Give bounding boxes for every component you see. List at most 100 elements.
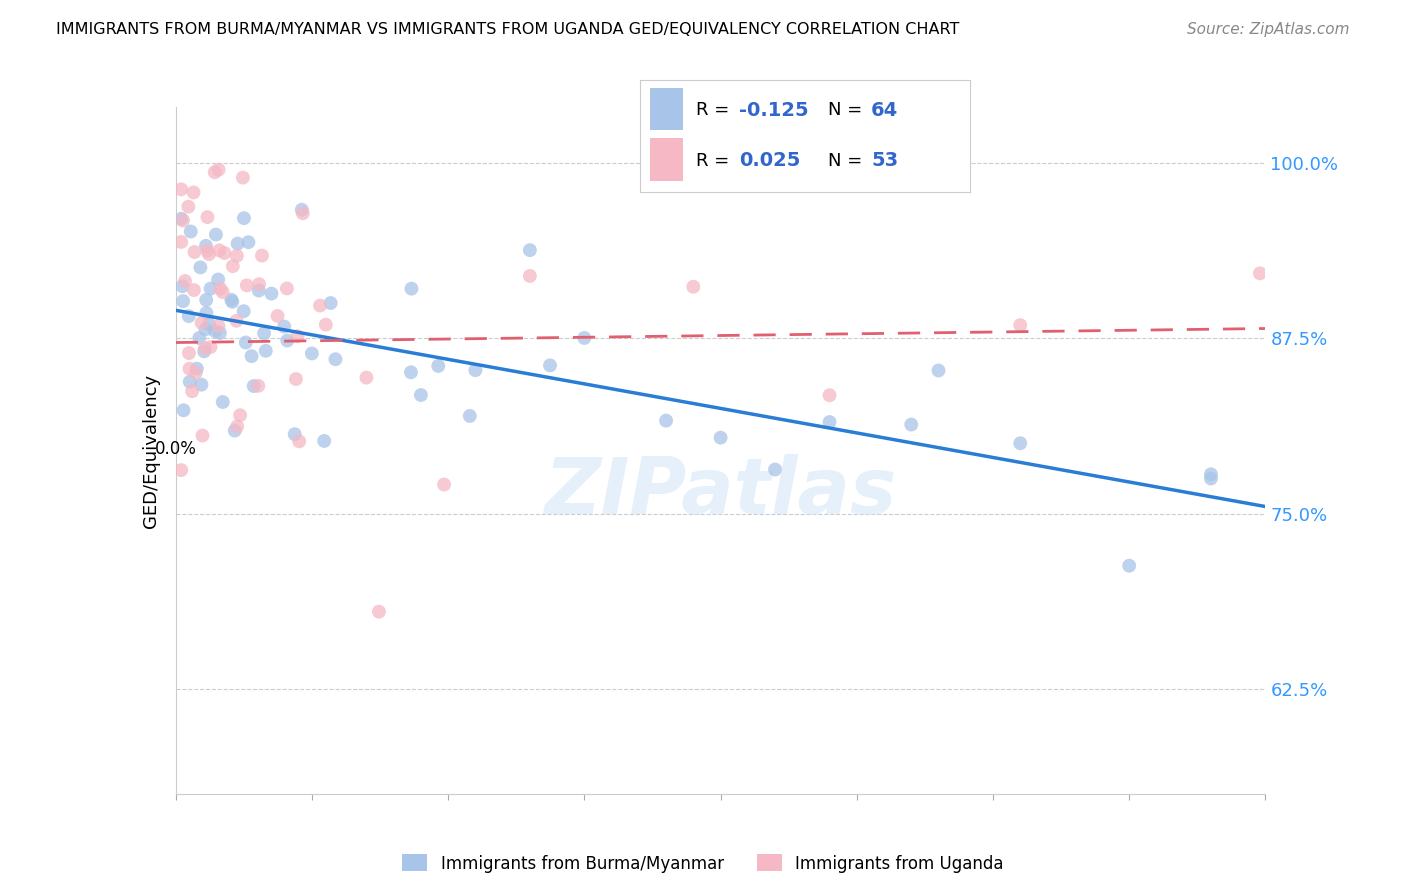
Point — [221, 294, 243, 309]
Point — [315, 318, 337, 332]
Point — [1010, 436, 1032, 450]
Point — [183, 186, 205, 200]
Point — [276, 334, 298, 348]
Point — [232, 170, 254, 185]
Point — [208, 244, 231, 258]
Point — [273, 319, 295, 334]
Point — [204, 324, 226, 338]
Point — [253, 326, 276, 341]
Point — [232, 304, 254, 318]
Point — [247, 277, 270, 292]
Point — [229, 408, 252, 422]
Point — [200, 340, 222, 354]
Point — [195, 239, 218, 253]
Point — [172, 213, 194, 227]
Point — [682, 279, 704, 293]
Point — [401, 282, 423, 296]
Point — [427, 359, 450, 373]
Point — [291, 202, 314, 217]
Point — [319, 296, 342, 310]
Point — [519, 243, 541, 257]
Point — [233, 211, 256, 226]
Bar — [650, 138, 683, 180]
Point — [177, 346, 200, 360]
Point — [207, 162, 229, 177]
Point — [818, 388, 841, 402]
Point — [194, 341, 217, 355]
Point — [900, 417, 922, 432]
Point — [191, 428, 214, 442]
Point — [458, 409, 481, 423]
Point — [356, 370, 378, 384]
Point — [190, 377, 212, 392]
Point — [818, 415, 841, 429]
Point — [301, 346, 323, 360]
Point — [399, 365, 422, 379]
Point — [194, 322, 217, 336]
Point — [207, 318, 229, 333]
Point — [1199, 467, 1222, 482]
Point — [188, 331, 211, 345]
Point — [238, 235, 260, 250]
Point — [195, 293, 218, 307]
Point — [186, 361, 208, 376]
Point — [198, 247, 221, 261]
Point — [170, 235, 193, 249]
Point — [195, 306, 218, 320]
Point — [183, 283, 205, 297]
Point — [195, 244, 218, 258]
Point — [325, 352, 347, 367]
Text: 53: 53 — [870, 151, 898, 170]
Point — [928, 363, 950, 377]
Text: 0.025: 0.025 — [740, 151, 800, 170]
Point — [236, 278, 259, 293]
Point — [260, 286, 283, 301]
Point — [193, 344, 215, 359]
Point — [1199, 471, 1222, 485]
Point — [763, 462, 786, 476]
Point — [242, 379, 264, 393]
Point — [221, 293, 243, 307]
Point — [172, 294, 194, 309]
Point — [288, 434, 311, 449]
Point — [209, 282, 232, 296]
Point — [172, 279, 194, 293]
Point — [170, 463, 193, 477]
Point — [179, 375, 201, 389]
Point — [314, 434, 336, 448]
Text: Source: ZipAtlas.com: Source: ZipAtlas.com — [1187, 22, 1350, 37]
Point — [225, 314, 247, 328]
Point — [1249, 266, 1271, 280]
Point — [309, 299, 332, 313]
Point — [205, 227, 228, 242]
Point — [184, 366, 207, 380]
Point — [224, 424, 246, 438]
Point — [409, 388, 432, 402]
Point — [170, 182, 193, 196]
Point — [266, 309, 288, 323]
Point — [247, 379, 270, 393]
Y-axis label: GED/Equivalency: GED/Equivalency — [142, 374, 160, 527]
Point — [276, 281, 298, 295]
Point — [291, 206, 314, 220]
Point — [198, 318, 221, 332]
Point — [655, 414, 678, 428]
Point — [207, 272, 229, 286]
Point — [1118, 558, 1140, 573]
Point — [284, 372, 307, 386]
Point — [519, 268, 541, 283]
Point — [710, 431, 733, 445]
Point — [173, 403, 195, 417]
Legend: Immigrants from Burma/Myanmar, Immigrants from Uganda: Immigrants from Burma/Myanmar, Immigrant… — [395, 847, 1011, 880]
Point — [254, 343, 277, 358]
Point — [368, 605, 391, 619]
Text: R =: R = — [696, 152, 735, 169]
Point — [235, 335, 257, 350]
Text: 0.0%: 0.0% — [155, 440, 197, 458]
Point — [226, 419, 249, 434]
Point — [183, 245, 205, 260]
Point — [211, 395, 233, 409]
Point — [170, 211, 193, 226]
Text: 64: 64 — [870, 101, 898, 120]
Text: -0.125: -0.125 — [740, 101, 808, 120]
